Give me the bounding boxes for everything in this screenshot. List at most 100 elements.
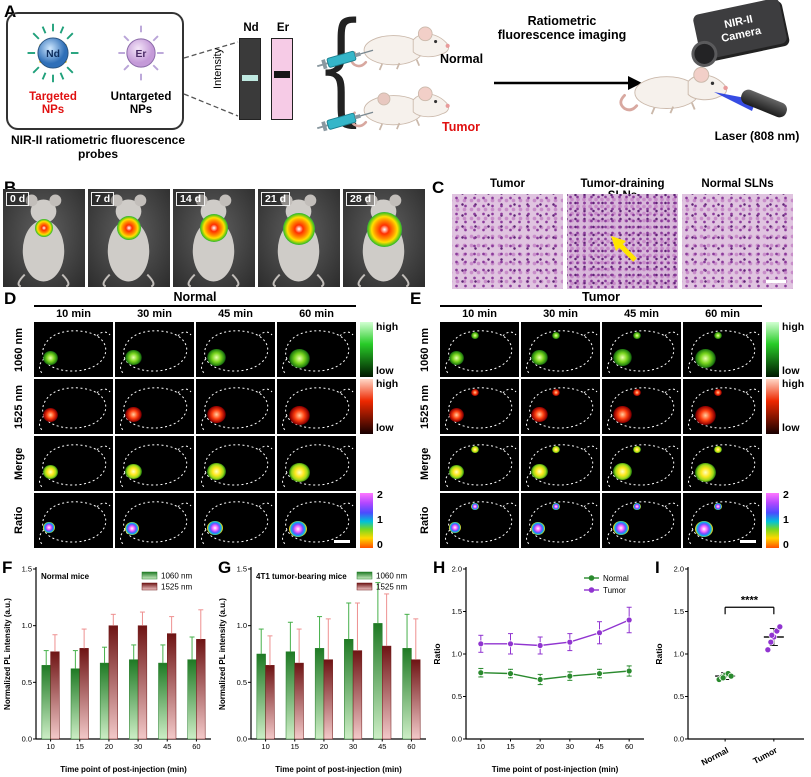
svg-text:45: 45 [378,742,386,751]
svg-text:1.5: 1.5 [237,565,247,574]
fluorescence-image-d-row1-col3 [277,379,356,434]
nd-intensity-bar [239,38,261,120]
svg-text:10: 10 [477,742,485,751]
row-label-1525: 1525 nm [13,384,25,429]
signal-blob [449,351,464,365]
svg-text:0.5: 0.5 [452,692,462,701]
tumor-signal-blob [633,446,641,453]
svg-text:15: 15 [76,742,84,751]
signal-blob [207,521,223,535]
signal-blob [43,408,58,422]
signal-blob [289,521,307,537]
er-nanoparticle-icon: Er [118,25,164,81]
er-bar-label: Er [276,22,290,34]
svg-text:Normal: Normal [603,574,629,583]
signal-blob [695,406,716,425]
fluorescence-image-e-row0-col2 [602,322,681,377]
row-label-1060: 1060 nm [419,327,431,372]
panel-e-grid [440,322,762,548]
ratio-colorbar [766,493,779,548]
normal-mouse-illustration [349,26,450,71]
fluorescence-image-d-row2-col1 [115,436,194,491]
svg-text:60: 60 [407,742,415,751]
signal-blob [43,522,55,533]
ratio-tick: 1 [783,514,789,526]
row-label-merge: Merge [13,447,25,480]
nd-nanoparticle-icon: Nd [27,23,79,83]
histology-title-normal: Normal SLNs [701,178,774,190]
signal-blob [531,350,548,365]
signal-blob [125,464,142,479]
svg-text:Time point of post-injection (: Time point of post-injection (min) [492,765,619,774]
signal-blob [449,465,464,479]
column-label: 10 min [56,308,91,320]
tumor-signal-blob [471,503,479,510]
mouse-image-day7: 7 d [88,189,170,287]
signal-blob [289,406,310,425]
signal-blob [207,463,226,480]
fluorescence-image-d-row3-col3 [277,493,356,548]
fluorescence-image-d-row3-col0 [34,493,113,548]
signal-blob [125,407,142,422]
signal-blob [207,349,226,366]
fluorescence-image-e-row0-col3 [683,322,762,377]
svg-text:Normalized PL intensity (a.u.): Normalized PL intensity (a.u.) [3,598,12,710]
svg-text:1.0: 1.0 [22,621,32,630]
colorbar-low-label: low [782,422,800,434]
svg-text:0.0: 0.0 [674,735,684,744]
svg-text:1.5: 1.5 [674,607,684,616]
svg-text:10: 10 [46,742,54,751]
tumor-signal-blob [471,389,479,396]
fluorescence-image-e-row2-col3 [683,436,762,491]
fluorescence-image-e-row1-col2 [602,379,681,434]
syringe-icon [316,111,374,132]
svg-text:Time point of post-injection (: Time point of post-injection (min) [60,765,187,774]
signal-blob [289,349,310,368]
svg-text:Normal: Normal [699,745,730,768]
svg-text:1.0: 1.0 [237,621,247,630]
signal-blob [531,464,548,479]
fluorescence-image-e-row1-col1 [521,379,600,434]
tumor-signal-blob [714,446,722,453]
fluorescence-image-d-row1-col1 [115,379,194,434]
tumor-signal-blob [552,332,560,339]
bar-chart-tumor-mice: 0.0 0.5 1.0 1.5 10 15 20 30 45 60 4T1 tumor-bearin… [218,565,426,774]
colorbar-high-label: high [376,321,399,333]
histology-title-tumor: Tumor [490,178,525,190]
dashed-connectors [183,41,239,117]
tumor-signal-blob [633,332,641,339]
line-chart-ratio: 0.0 0.5 1.0 1.5 2.0 10 15 20 30 45 60 Normal Tumor Ti… [432,565,644,774]
ratio-colorbar [360,493,373,548]
signal-blob [531,407,548,422]
signal-blob [613,463,632,480]
signal-blob [449,408,464,422]
colorbar-high-label: high [376,378,399,390]
ratio-tick: 0 [783,539,789,551]
svg-text:60: 60 [192,742,200,751]
nanoprobe-box: Nd Targeted NPs Er Untargeted NPs [6,12,184,130]
imaging-mouse-illustration [619,66,728,115]
camera-label: NIR-II Camera [720,13,763,45]
laser-label: Laser (808 nm) [714,129,800,143]
red-colorbar [766,379,779,434]
column-label: 30 min [137,308,172,320]
signal-blob [43,351,58,365]
ratio-tick: 1 [377,514,383,526]
svg-text:Time point of post-injection (: Time point of post-injection (min) [275,765,402,774]
svg-text:1525 nm: 1525 nm [161,583,192,592]
panel-d-grid [34,322,356,548]
bar-chart-normal-mice: 0.0 0.5 1.0 1.5 10 15 20 30 45 60 Normal mice 1060 … [3,565,211,774]
flow-arrow [494,76,642,90]
signal-blob [613,349,632,366]
svg-text:15: 15 [291,742,299,751]
svg-text:****: **** [741,594,759,606]
svg-text:1060 nm: 1060 nm [376,572,407,581]
targeted-np: Nd Targeted NPs [14,20,92,116]
svg-text:Normal mice: Normal mice [41,572,90,581]
svg-text:45: 45 [163,742,171,751]
tumor-signal-blob [714,332,722,339]
signal-blob [43,465,58,479]
tumor-signal-blob [471,446,479,453]
ratio-tick: 2 [783,489,789,501]
